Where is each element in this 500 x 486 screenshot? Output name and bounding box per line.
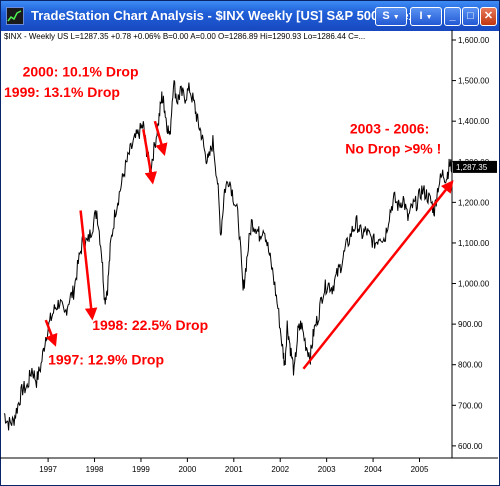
drop-arrow <box>44 319 58 347</box>
maximize-icon: □ <box>467 10 474 22</box>
x-tick-label: 1997 <box>39 465 57 474</box>
y-tick-label: 1,600.00 <box>458 36 490 45</box>
annotation-text: 2003 - 2006: <box>350 120 429 136</box>
last-price-marker <box>453 160 497 173</box>
minimize-button[interactable]: _ <box>444 7 461 26</box>
y-tick-label: 700.00 <box>458 401 483 410</box>
y-tick-label: 1,200.00 <box>458 198 490 207</box>
drop-arrow <box>153 120 168 157</box>
drop-arrow <box>79 210 98 321</box>
chart-area[interactable]: $INX - Weekly US L=1287.35 +0.78 +0.06% … <box>1 31 499 485</box>
price-series-line <box>3 80 453 431</box>
x-tick-label: 2000 <box>178 465 196 474</box>
maximize-button[interactable]: □ <box>462 7 479 26</box>
window-title: TradeStation Chart Analysis - $INX Weekl… <box>31 8 416 23</box>
dropdown-arrow-icon: ▼ <box>392 14 400 21</box>
minimize-icon: _ <box>449 10 456 22</box>
y-tick-label: 800.00 <box>458 361 483 370</box>
y-tick-label: 900.00 <box>458 320 483 329</box>
s-button-label: S <box>382 10 390 22</box>
last-price-marker-label: 1,287.35 <box>456 163 488 172</box>
annotation-text: No Drop >9% ! <box>345 141 441 157</box>
i-button[interactable]: I ▼ <box>410 7 442 26</box>
drop-arrow <box>142 129 157 185</box>
y-tick-label: 1,500.00 <box>458 77 490 86</box>
chart-header-readout: $INX - Weekly US L=1287.35 +0.78 +0.06% … <box>4 32 366 41</box>
x-tick-label: 1998 <box>86 465 104 474</box>
x-tick-label: 2003 <box>318 465 336 474</box>
dropdown-arrow-icon: ▼ <box>425 14 433 21</box>
x-tick-label: 2004 <box>364 465 382 474</box>
y-tick-label: 600.00 <box>458 442 483 451</box>
title-bar[interactable]: TradeStation Chart Analysis - $INX Weekl… <box>1 1 499 31</box>
y-tick-label: 1,400.00 <box>458 117 490 126</box>
price-chart[interactable]: 1,600.001,500.001,400.001,300.001,200.00… <box>0 30 498 484</box>
x-tick-label: 1999 <box>132 465 150 474</box>
y-tick-label: 1,000.00 <box>458 280 490 289</box>
annotation-text: 2000: 10.1% Drop <box>23 64 139 80</box>
annotation-text: 1999: 13.1% Drop <box>4 84 120 100</box>
s-button[interactable]: S ▼ <box>375 7 407 26</box>
annotation-text: 1997: 12.9% Drop <box>48 352 164 368</box>
chart-app-icon[interactable] <box>6 7 24 25</box>
x-tick-label: 2001 <box>225 465 243 474</box>
x-tick-label: 2005 <box>411 465 429 474</box>
i-button-label: I <box>419 10 423 22</box>
close-icon: ✕ <box>483 10 494 22</box>
annotation-text: 1998: 22.5% Drop <box>92 317 208 333</box>
x-tick-label: 2002 <box>271 465 289 474</box>
drop-arrow <box>302 180 454 370</box>
close-button[interactable]: ✕ <box>480 7 497 26</box>
y-tick-label: 1,100.00 <box>458 239 490 248</box>
